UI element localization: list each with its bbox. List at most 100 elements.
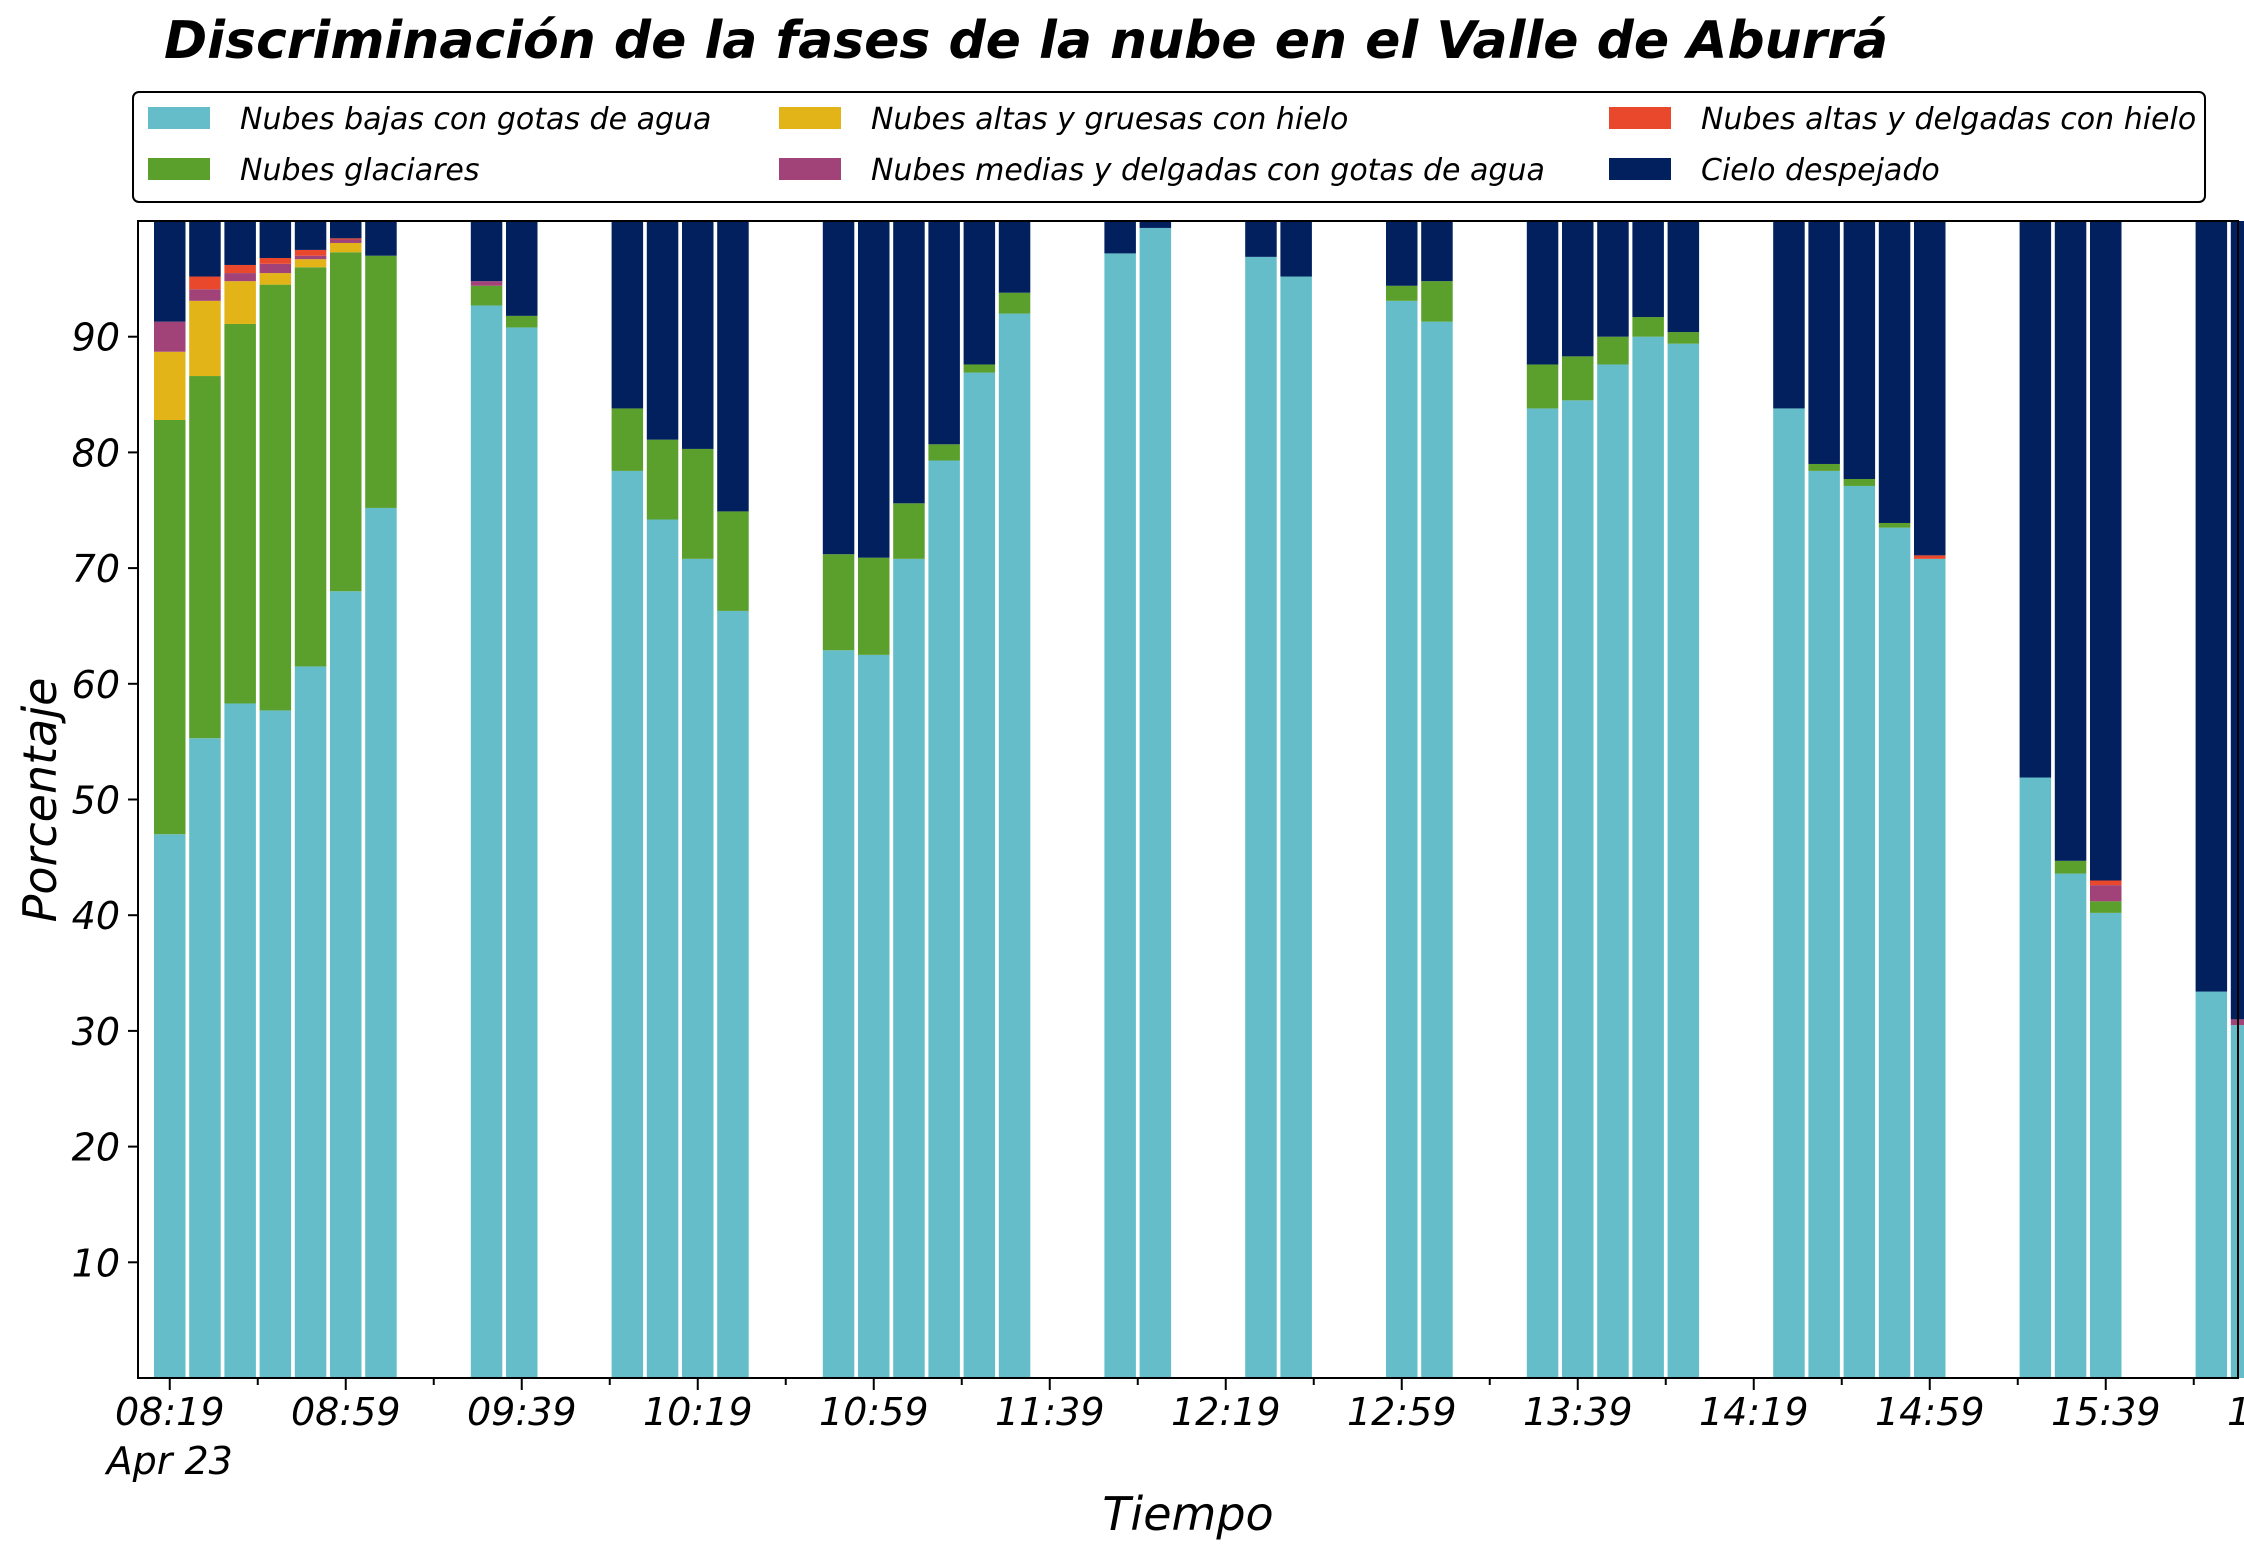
bar-segment (611, 408, 644, 471)
bar-segment (1808, 221, 1840, 464)
bar-segment (1808, 470, 1840, 1378)
bar-segment (998, 221, 1031, 293)
x-tick-label: 14:59 (1875, 1390, 1985, 1434)
bar-segment (294, 666, 327, 1378)
bar-segment (1139, 227, 1172, 1379)
bar-segment (1773, 221, 1805, 409)
x-tick-label: 09:39 (467, 1390, 577, 1434)
bar-segment (1632, 336, 1664, 1379)
bar-segment (189, 276, 221, 290)
bar-segment (2090, 912, 2122, 1378)
bar-segment (506, 221, 538, 316)
bar-segment (1386, 221, 1418, 286)
bar-segment (1421, 221, 1453, 282)
bar-segment (611, 221, 644, 409)
legend-label: Nubes altas y gruesas con hielo (871, 102, 1348, 137)
bar-segment (330, 238, 362, 240)
bar-segment (611, 470, 644, 1378)
bar-segment (189, 376, 221, 739)
bar-segment (330, 242, 362, 253)
bar-segment (682, 221, 714, 449)
bar-segment (1597, 364, 1629, 1379)
bar-segment (154, 321, 186, 352)
bar-segment (1562, 356, 1594, 401)
bar-segment (2019, 777, 2052, 1378)
bar-segment (928, 221, 960, 445)
bar-segment (470, 281, 503, 286)
bar-segment (224, 273, 256, 282)
bar-segment (506, 315, 538, 328)
bar-segment (646, 221, 679, 440)
legend-swatch (148, 158, 210, 180)
y-tick-label: 50 (72, 779, 120, 823)
bar-segment (294, 259, 327, 268)
bar-segment (294, 249, 327, 256)
bar-segment (1843, 479, 1876, 486)
bar-segment (259, 263, 292, 274)
bar-segment (2054, 221, 2087, 861)
bar-segment (822, 650, 855, 1378)
bar-segment (1597, 336, 1629, 365)
bar-segment (1878, 221, 1911, 523)
bar-segment (1597, 221, 1629, 337)
bar-segment (365, 255, 397, 508)
bar-segment (1526, 221, 1559, 365)
bar-segment (470, 305, 503, 1379)
bar-segment (294, 221, 327, 250)
bar-segment (330, 239, 362, 243)
x-tick-label: 15:39 (2051, 1390, 2161, 1434)
legend-label: Nubes glaciares (240, 153, 480, 188)
bar-segment (224, 264, 256, 274)
y-tick-label: 80 (72, 431, 120, 475)
bar-segment (259, 221, 292, 259)
legend-label: Cielo despejado (1701, 153, 1940, 188)
x-tick-label: 16:19 (2227, 1390, 2244, 1434)
bar-segment (717, 610, 749, 1378)
x-axis-label: Tiempo (1102, 1487, 1273, 1541)
x-tick-date-label: Apr 23 (104, 1439, 233, 1483)
bar-segment (717, 511, 749, 611)
bar-segment (224, 323, 256, 704)
y-axis: 10 20 30 40 50 60 70 80 90 (72, 316, 138, 1285)
legend: Nubes bajas con gotas de agua Nubes glaci… (132, 91, 2206, 203)
bar-segment (2090, 885, 2122, 902)
bar-segment (1667, 221, 1700, 333)
bar-segment (1280, 276, 1312, 1378)
bar-segment (1421, 281, 1453, 322)
bar-segment (1808, 463, 1840, 471)
bar-segment (963, 372, 996, 1378)
bar-segment (928, 444, 960, 461)
x-tick-label: 14:19 (1699, 1390, 1809, 1434)
bar-segment (294, 255, 327, 260)
y-tick-label: 20 (72, 1126, 120, 1170)
bar-segment (330, 591, 362, 1378)
legend-swatch (1609, 158, 1671, 180)
bar-segment (189, 300, 221, 377)
bar-segment (506, 327, 538, 1379)
bar-segment (893, 503, 925, 559)
x-tick-label: 12:19 (1171, 1390, 1281, 1434)
bar-segment (1843, 221, 1876, 480)
bar-segment (2195, 991, 2228, 1378)
bar-segment (2195, 221, 2228, 992)
bar-segment (1667, 332, 1700, 344)
bar-segment (189, 221, 221, 277)
bar-segment (259, 273, 292, 285)
y-tick-label: 60 (72, 663, 120, 707)
x-tick-label: 08:19 (115, 1390, 225, 1434)
bar-segment (330, 252, 362, 592)
bar-segment (998, 292, 1031, 314)
bar-segment (717, 221, 749, 512)
bar-segment (154, 834, 186, 1378)
bar-segment (224, 221, 256, 265)
bar-segment (365, 507, 397, 1378)
bar-segment (1914, 555, 1946, 559)
bar-segment (1386, 300, 1418, 1379)
y-tick-label: 30 (72, 1010, 120, 1054)
bar-segment (154, 420, 186, 835)
bar-segment (2054, 873, 2087, 1378)
bar-segment (1878, 527, 1911, 1378)
bar-segment (893, 221, 925, 504)
bar-segment (682, 448, 714, 559)
